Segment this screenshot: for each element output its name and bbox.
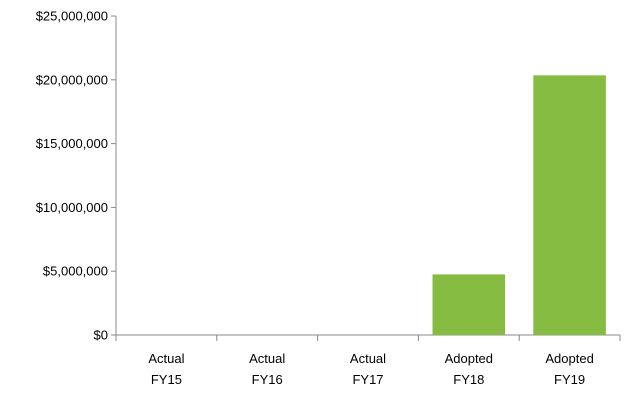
bars xyxy=(432,75,606,336)
x-axis: Actual FY15 Actual FY16 Actual FY17 Adopted FY1… xyxy=(115,334,621,387)
y-tick-label: $25,000,000 xyxy=(36,9,108,24)
x-tick-label: Adopted FY18 xyxy=(445,351,493,387)
y-tick-label: $5,000,000 xyxy=(43,264,108,279)
y-tick-label: $20,000,000 xyxy=(36,72,108,87)
y-axis: $0 $5,000,000 $10,000,000 $15,000,000 $20,00… xyxy=(36,9,117,343)
x-tick-label: Actual FY15 xyxy=(148,351,184,387)
bar-adopted-fy19 xyxy=(533,75,606,336)
x-tick-label: Actual FY16 xyxy=(249,351,285,387)
y-tick-label: $0 xyxy=(94,328,108,343)
x-tick-label: Adopted FY19 xyxy=(545,351,593,387)
y-tick-label: $10,000,000 xyxy=(36,200,108,215)
bar-adopted-fy18 xyxy=(432,274,506,335)
x-tick-label: Actual FY17 xyxy=(350,351,386,387)
y-tick-label: $15,000,000 xyxy=(36,136,108,151)
